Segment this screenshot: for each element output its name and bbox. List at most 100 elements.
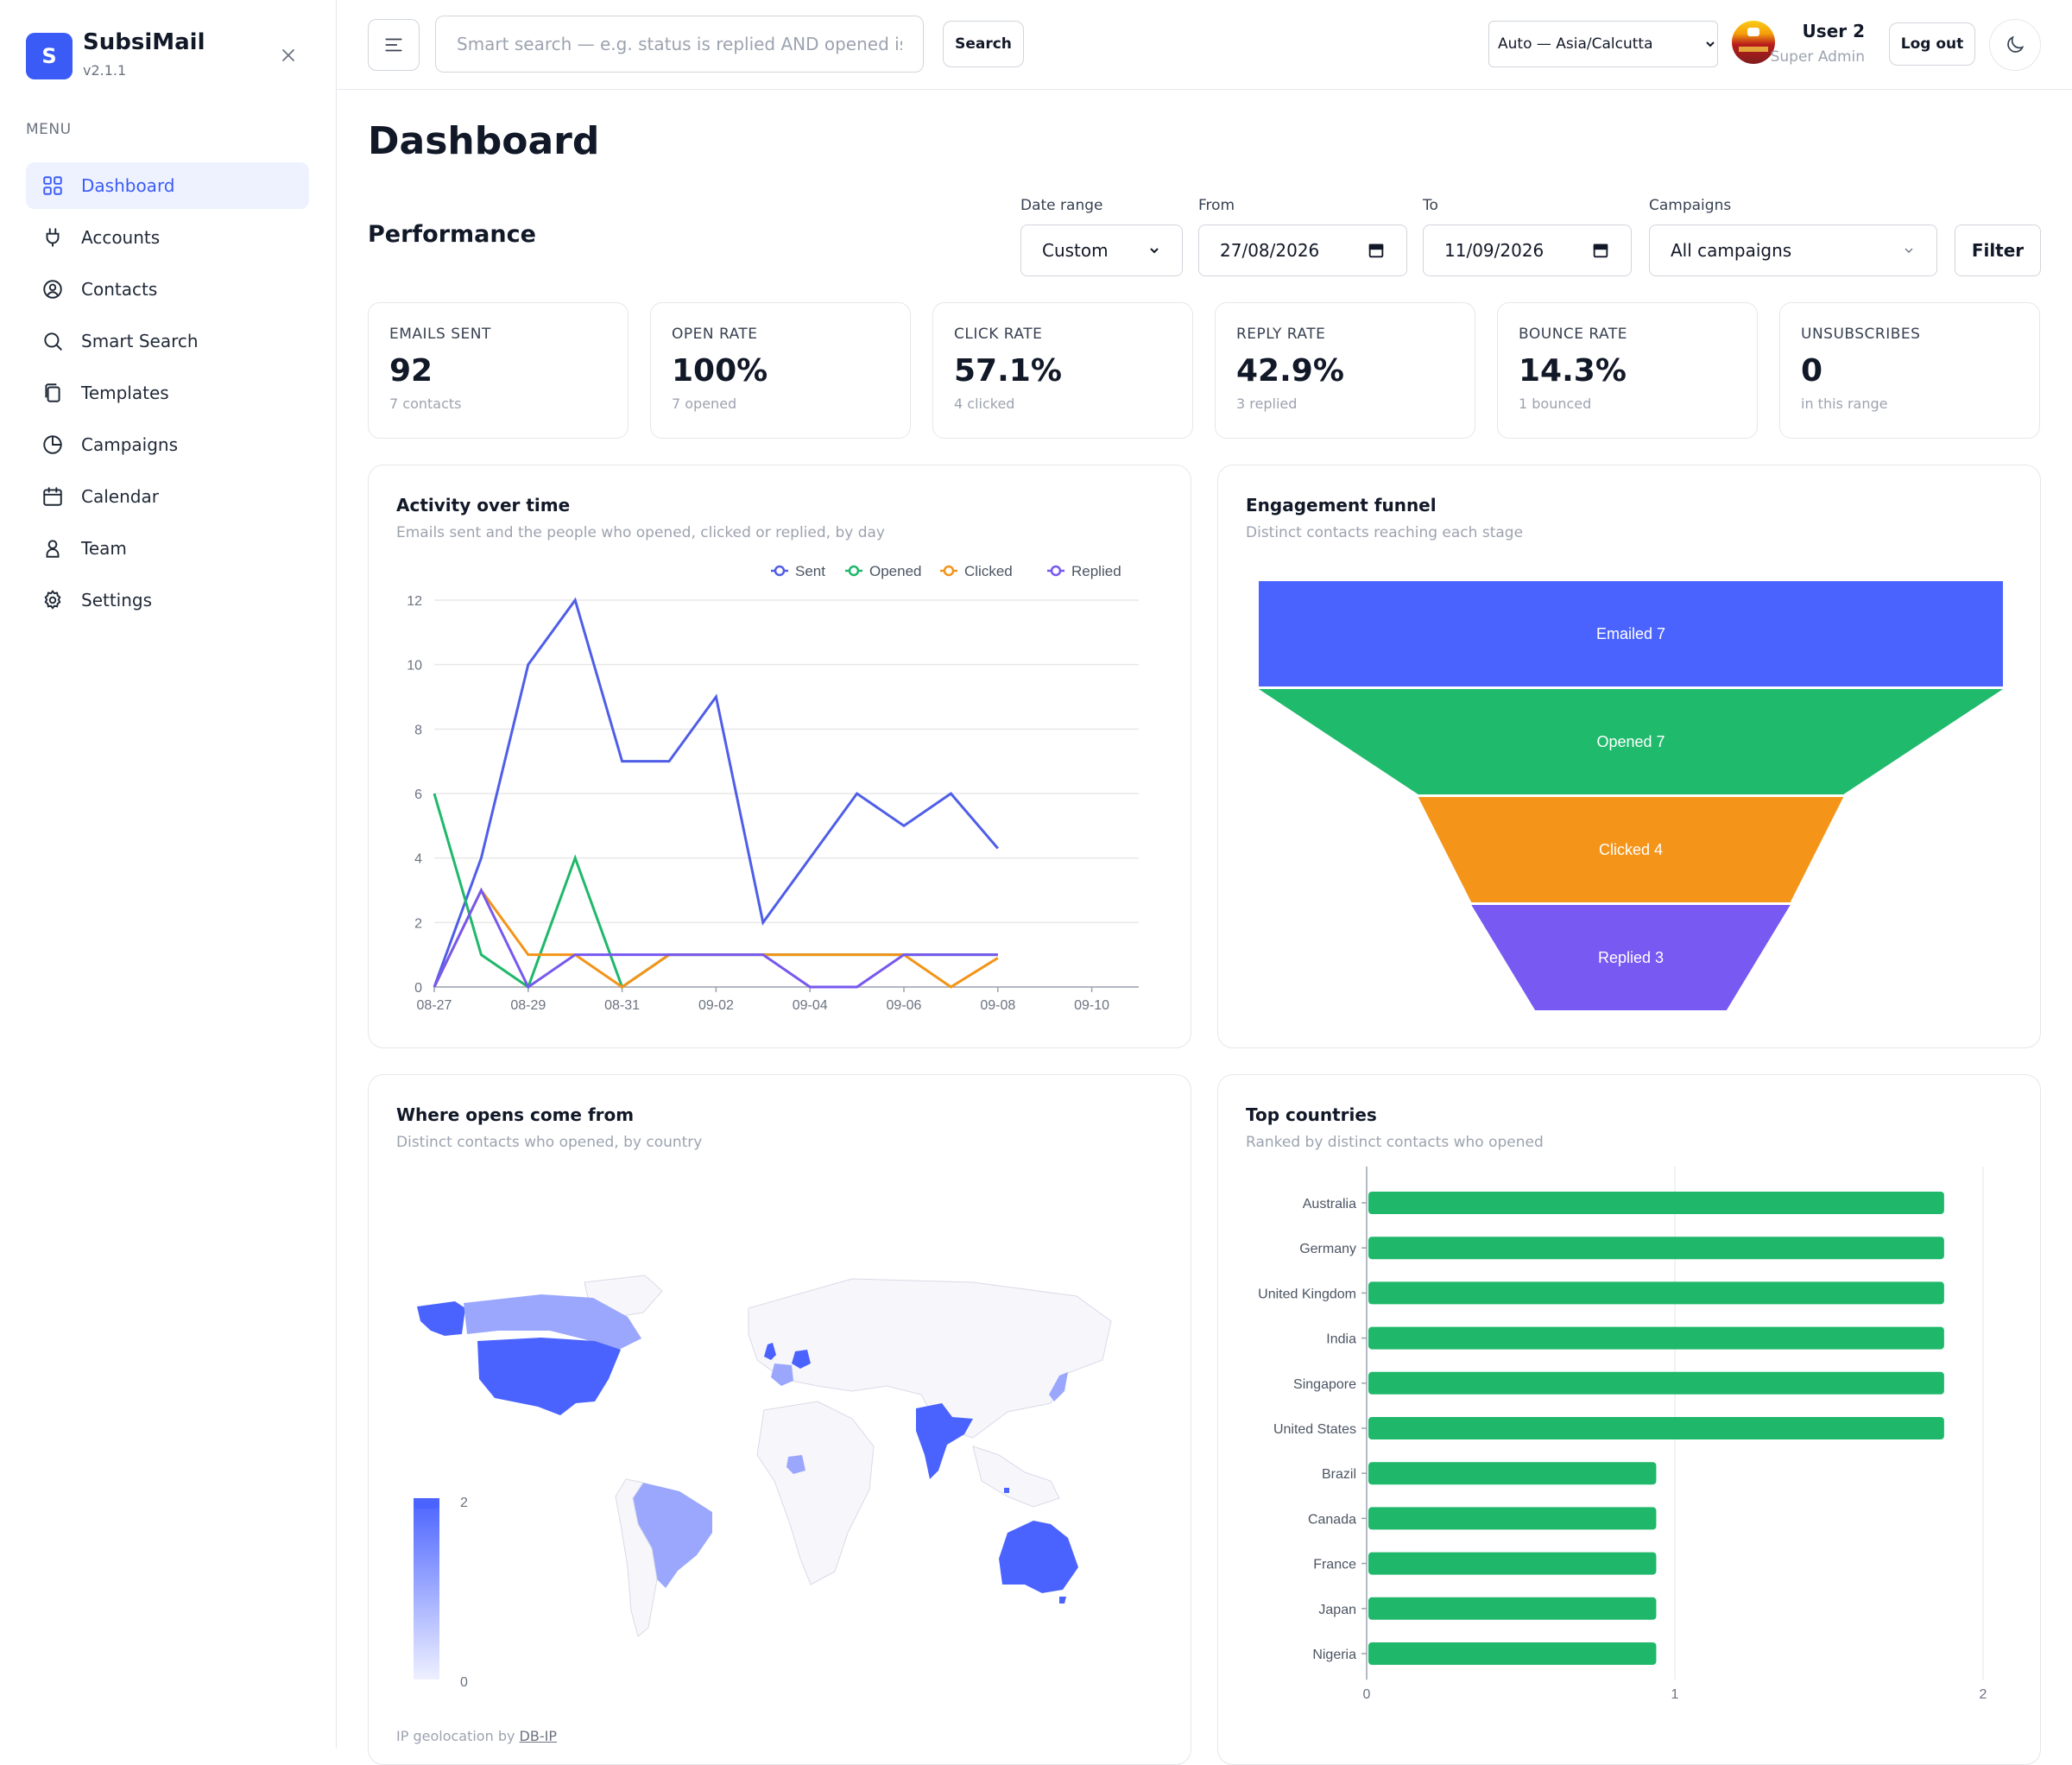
- x-tick-label: 09-04: [793, 998, 828, 1013]
- date-range-select[interactable]: Custom: [1020, 225, 1183, 276]
- series-line-opened[interactable]: [433, 793, 998, 990]
- y-tick-label: Brazil: [1322, 1467, 1356, 1482]
- funnel-stage-opened[interactable]: [1259, 689, 2003, 794]
- country-bar[interactable]: [1368, 1507, 1657, 1530]
- legend-label[interactable]: Opened: [869, 563, 922, 579]
- country-bar[interactable]: [1368, 1417, 1944, 1439]
- sidebar-item-campaigns[interactable]: Campaigns: [26, 421, 309, 468]
- card-title: Top countries: [1246, 1104, 1377, 1125]
- map-singapore: [1004, 1488, 1009, 1493]
- copy-icon: [45, 383, 60, 402]
- legend-label[interactable]: Sent: [795, 563, 825, 579]
- map-southeast-asia: [972, 1446, 1060, 1508]
- dbip-link[interactable]: DB-IP: [519, 1728, 557, 1744]
- card-title: Engagement funnel: [1246, 495, 1437, 516]
- legend-marker[interactable]: [943, 565, 955, 577]
- sidebar-item-templates[interactable]: Templates: [26, 370, 309, 416]
- map-tasmania: [1059, 1597, 1066, 1604]
- to-date-field[interactable]: 11/09/2026: [1423, 225, 1632, 276]
- campaigns-select[interactable]: All campaigns: [1649, 225, 1937, 276]
- sidebar-item-accounts[interactable]: Accounts: [26, 214, 309, 261]
- y-tick-label: Japan: [1318, 1603, 1356, 1617]
- y-tick-label: India: [1326, 1332, 1356, 1347]
- funnel-card: Engagement funnel Distinct contacts reac…: [1217, 465, 2041, 1048]
- menu-toggle-button[interactable]: [368, 19, 420, 71]
- series-line-replied[interactable]: [433, 887, 998, 990]
- timezone-select[interactable]: Auto — Asia/Calcutta: [1488, 21, 1718, 67]
- funnel-stage-emailed[interactable]: [1259, 581, 2003, 686]
- avatar[interactable]: [1732, 21, 1775, 64]
- logout-button[interactable]: Log out: [1889, 22, 1975, 66]
- to-date-value: 11/09/2026: [1444, 240, 1545, 261]
- y-tick-label: Australia: [1303, 1197, 1356, 1211]
- page-title: Dashboard: [368, 119, 600, 163]
- stat-card-open-rate: OPEN RATE 100% 7 opened: [650, 302, 911, 439]
- calendar-icon: [43, 487, 62, 506]
- user-role: Super Admin: [1770, 48, 1865, 66]
- stat-value: 57.1%: [954, 353, 1062, 389]
- sidebar-item-calendar[interactable]: Calendar: [26, 473, 309, 520]
- country-bar[interactable]: [1368, 1371, 1944, 1395]
- funnel-stage-replied[interactable]: [1471, 905, 1791, 1010]
- legend-marker[interactable]: [774, 565, 786, 577]
- from-label: From: [1198, 197, 1235, 214]
- country-bar[interactable]: [1368, 1192, 1944, 1214]
- map-france: [771, 1363, 793, 1386]
- geolocation-attribution: IP geolocation by DB-IP: [396, 1728, 557, 1744]
- sidebar-item-team[interactable]: Team: [26, 525, 309, 572]
- avatar-stripe: [1739, 47, 1768, 52]
- legend-label[interactable]: Clicked: [964, 563, 1013, 579]
- card-title: Activity over time: [396, 495, 571, 516]
- country-bar[interactable]: [1368, 1552, 1657, 1575]
- map-uk: [764, 1343, 776, 1360]
- stat-sub: 7 opened: [672, 395, 737, 412]
- search-button[interactable]: Search: [943, 21, 1024, 67]
- stat-card-unsubscribes: UNSUBSCRIBES 0 in this range: [1779, 302, 2040, 439]
- sidebar-item-settings[interactable]: Settings: [26, 577, 309, 623]
- card-title: Where opens come from: [396, 1104, 635, 1125]
- legend-marker[interactable]: [848, 565, 860, 577]
- y-tick-label: 12: [407, 594, 422, 609]
- country-bar[interactable]: [1368, 1462, 1657, 1485]
- stat-label: REPLY RATE: [1236, 326, 1326, 343]
- attribution-prefix: IP geolocation by: [396, 1728, 515, 1744]
- world-map[interactable]: 2 0: [369, 1075, 1191, 1731]
- legend-label[interactable]: Replied: [1071, 563, 1121, 579]
- map-usa: [477, 1338, 621, 1415]
- stat-label: OPEN RATE: [672, 326, 758, 343]
- x-tick-label: 08-27: [417, 998, 452, 1013]
- country-bar[interactable]: [1368, 1237, 1944, 1260]
- user-circle-icon: [43, 280, 62, 299]
- map-south-america-west: [615, 1478, 658, 1637]
- legend-marker[interactable]: [1050, 565, 1062, 577]
- from-date-field[interactable]: 27/08/2026: [1198, 225, 1407, 276]
- date-range-label: Date range: [1020, 197, 1103, 214]
- calendar-icon[interactable]: [1367, 241, 1386, 260]
- sidebar-item-label: Campaigns: [81, 434, 179, 455]
- smart-search-input[interactable]: [435, 16, 924, 73]
- series-line-clicked[interactable]: [433, 888, 999, 989]
- calendar-icon[interactable]: [1591, 241, 1610, 260]
- country-bar[interactable]: [1368, 1281, 1944, 1305]
- app-name: SubsiMail: [83, 29, 205, 55]
- avatar-detail: [1747, 28, 1759, 36]
- engagement-funnel-chart: Emailed 7 Opened 7 Clicked 4 Replied 3: [1259, 581, 2003, 1010]
- sidebar-item-smart-search[interactable]: Smart Search: [26, 318, 309, 364]
- close-icon[interactable]: [278, 45, 299, 66]
- y-tick-label: United States: [1273, 1422, 1356, 1437]
- stat-sub: 3 replied: [1236, 395, 1298, 412]
- theme-toggle-button[interactable]: [1989, 19, 2041, 71]
- country-bar[interactable]: [1368, 1642, 1657, 1665]
- y-tick-label: Singapore: [1293, 1377, 1356, 1392]
- filter-button[interactable]: Filter: [1955, 225, 2041, 276]
- funnel-stage-clicked[interactable]: [1418, 797, 1844, 902]
- app-logo[interactable]: S: [26, 33, 73, 79]
- country-bar[interactable]: [1368, 1326, 1944, 1350]
- map-germany: [792, 1350, 811, 1369]
- plug-icon: [46, 228, 60, 247]
- stat-sub: 4 clicked: [954, 395, 1015, 412]
- series-line-sent[interactable]: [433, 597, 999, 988]
- country-bar[interactable]: [1368, 1597, 1657, 1620]
- sidebar-item-dashboard[interactable]: Dashboard: [26, 162, 309, 209]
- sidebar-item-contacts[interactable]: Contacts: [26, 266, 309, 313]
